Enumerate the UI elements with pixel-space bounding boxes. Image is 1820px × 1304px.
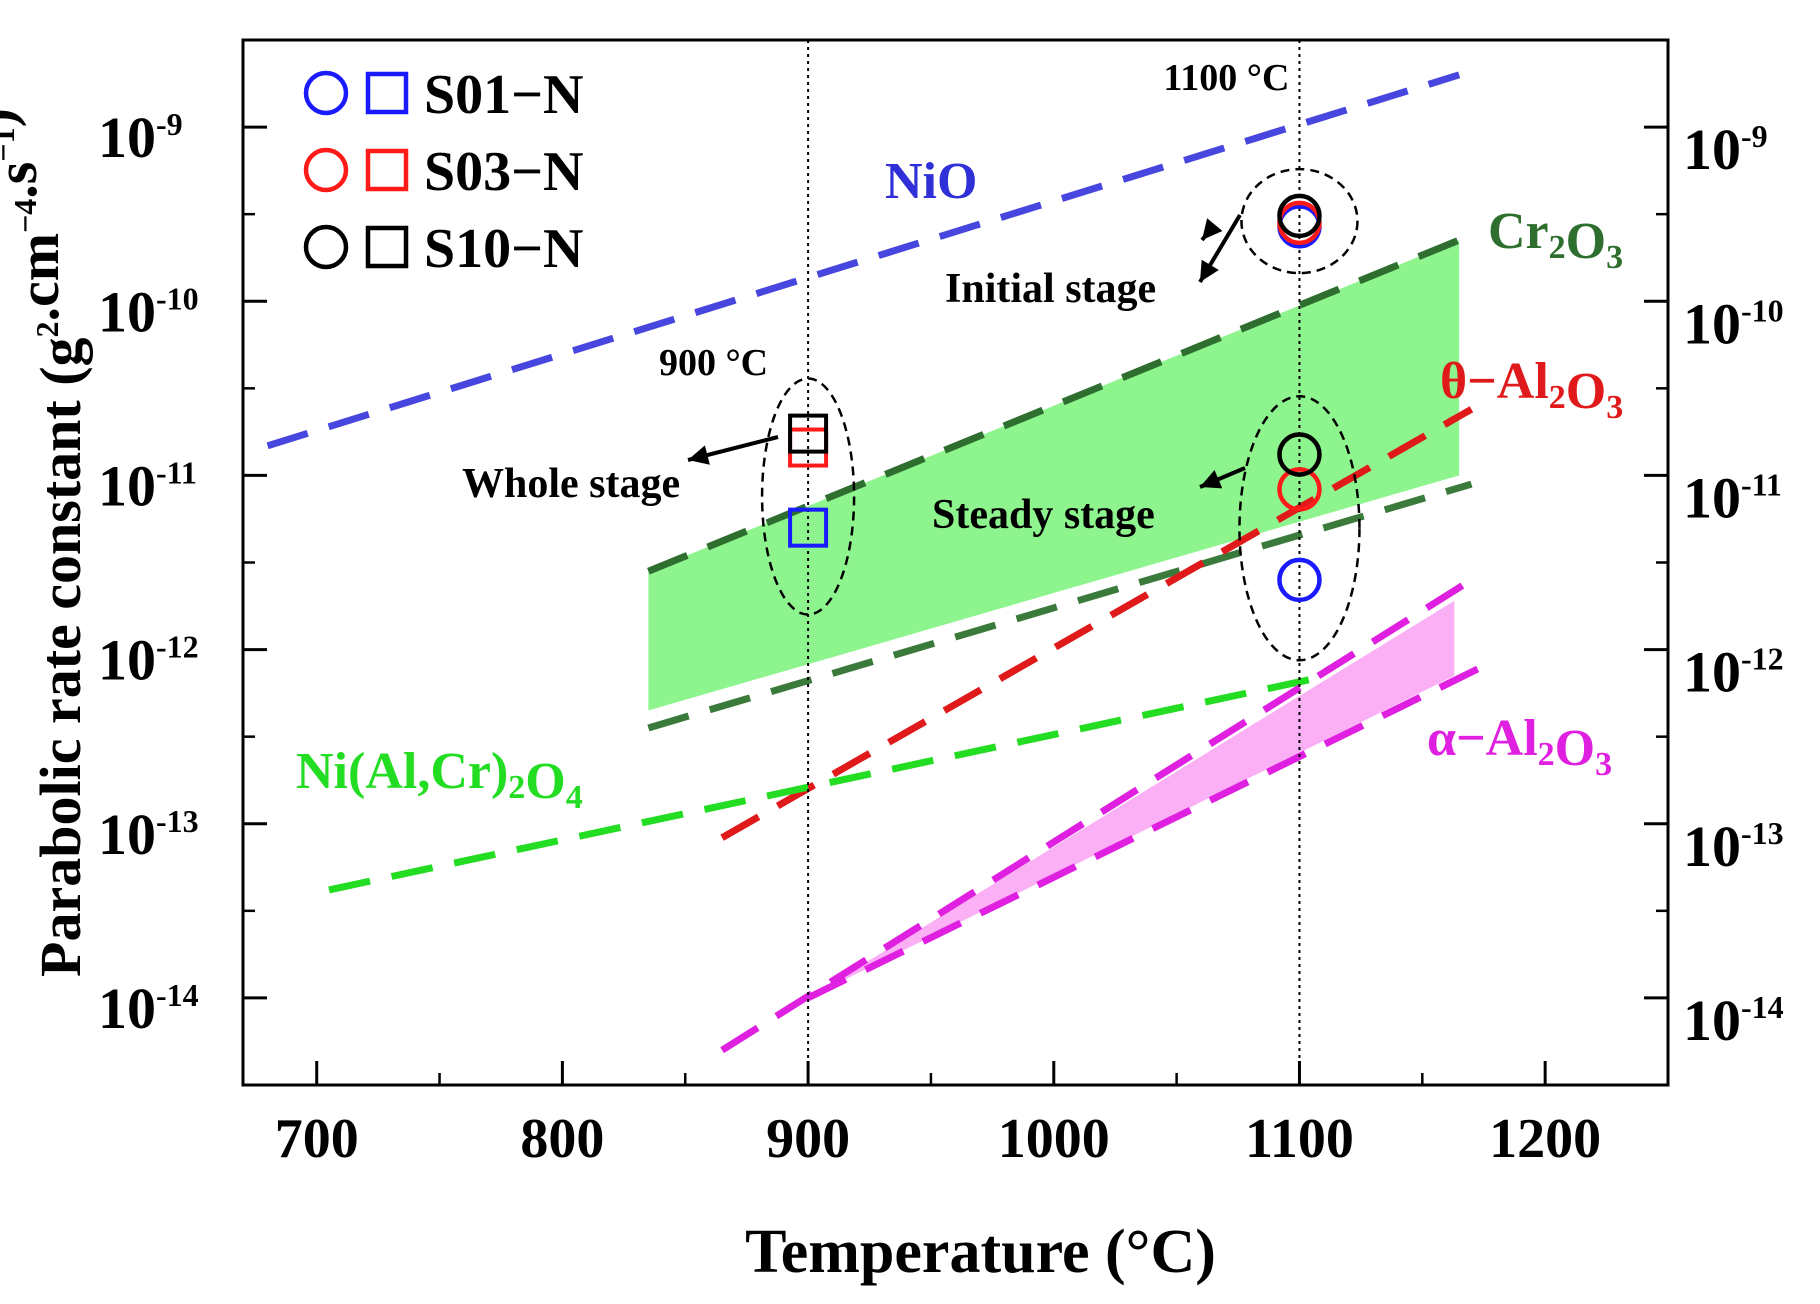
curve-label-cr2o3: Cr2O3	[1488, 203, 1623, 276]
label-steady-stage: Steady stage	[932, 492, 1155, 538]
points-layer	[788, 193, 1322, 603]
label-whole-stage: Whole stage	[462, 461, 680, 507]
legend-entry-s10-n: S10−N	[303, 218, 584, 280]
legend-entry-s01-n: S01−N	[303, 64, 584, 126]
point-s01-n-steady	[1277, 557, 1322, 603]
ellipse-initial-stage	[1240, 167, 1359, 275]
legend: S01−N S03−N S10−N	[303, 64, 584, 280]
y-tick-label-right--11: 10-11	[1683, 465, 1782, 530]
legend-circle-marker	[303, 224, 349, 270]
arrow-steady-stage	[1199, 466, 1246, 489]
legend-square-marker	[365, 148, 409, 192]
curve-label-al2o3: α−Al2O3	[1427, 710, 1612, 783]
curve-label-al2o3: θ−Al2O3	[1440, 353, 1623, 426]
x-tick-label-800: 800	[520, 1108, 604, 1170]
legend-label: S03−N	[424, 141, 584, 203]
arrow-whole-stage-head	[688, 445, 710, 465]
x-tick-label-1000: 1000	[998, 1108, 1110, 1170]
series-layer	[266, 71, 1498, 1054]
legend-square-marker	[365, 225, 409, 269]
band-cr2o3-range	[648, 240, 1460, 711]
arrow-initial-stage-tip	[1200, 218, 1223, 242]
legend-square-marker	[365, 71, 409, 115]
legend-circle-marker	[303, 147, 349, 193]
y-tick-label-left--9: 10-9	[98, 105, 183, 170]
point-s03-n-steady	[1277, 467, 1322, 512]
y-tick-label-left--11: 10-11	[98, 453, 197, 518]
y-tick-label-left--13: 10-13	[98, 802, 199, 867]
curve-label-ni-al-cr-2o4: Ni(Al,Cr)2O4	[296, 743, 583, 816]
y-tick-label-left--10: 10-10	[98, 279, 199, 344]
legend-label: S10−N	[424, 218, 584, 280]
reference-lines-layer	[807, 40, 1301, 1085]
arrow-whole-stage	[687, 435, 779, 465]
series-nio	[266, 71, 1461, 450]
y-tick-label-left--12: 10-12	[98, 628, 199, 693]
point-s01-n-initial	[1277, 204, 1322, 249]
x-tick-label-700: 700	[275, 1108, 359, 1170]
y-tick-label-left--14: 10-14	[98, 976, 199, 1041]
curve-label-nio: NiO	[885, 153, 977, 210]
stage-groups-layer	[760, 167, 1361, 662]
x-axis-title: Temperature (°C)	[745, 1218, 1216, 1286]
x-tick-label-1100: 1100	[1245, 1108, 1354, 1170]
legend-entry-s03-n: S03−N	[303, 141, 584, 203]
point-s10-n-steady	[1277, 432, 1322, 477]
point-s10-n-initial	[1277, 193, 1322, 239]
bands-layer	[648, 240, 1460, 998]
series-cr2o3-lower	[647, 480, 1473, 732]
reference-label-900: 900 °C	[659, 342, 768, 384]
labels-layer: 900 °C 1100 °C Whole stage Initial stage Ste…	[296, 57, 1623, 816]
series-ni-al-cr-2o4	[328, 675, 1313, 894]
axes-layer: 700 800 900 1000 1100 1200 10-14 10-14 10-13 10-1…	[0, 38, 1784, 1286]
point-s10-n-whole	[788, 413, 829, 454]
legend-label: S01−N	[424, 64, 584, 126]
point-s01-n-whole	[788, 507, 829, 548]
reference-label-1100: 1100 °C	[1163, 57, 1289, 99]
y-tick-label-right--13: 10-13	[1683, 814, 1784, 879]
y-axis-title: Parabolic rate constant (g2.cm−4.s−1)	[0, 108, 93, 977]
ellipse-steady-stage	[1238, 395, 1361, 662]
arrow-initial-stage	[1198, 213, 1242, 284]
x-tick-label-900: 900	[766, 1108, 850, 1170]
series-al2o3	[720, 406, 1474, 841]
band-al2o3-range	[808, 600, 1455, 998]
label-initial-stage: Initial stage	[945, 266, 1156, 312]
arrow-steady-stage-head	[1200, 470, 1223, 489]
x-tick-label-1200: 1200	[1489, 1108, 1601, 1170]
series-cr2o3-upper	[647, 231, 1473, 575]
y-tick-label-right--10: 10-10	[1683, 291, 1784, 356]
y-tick-label-right--14: 10-14	[1683, 988, 1784, 1053]
arrow-initial-stage-tip-head	[1202, 218, 1223, 240]
series-al2o3-upper	[720, 576, 1474, 1054]
legend-circle-marker	[303, 70, 349, 116]
arrow-initial-stage-head	[1200, 259, 1219, 282]
y-tick-label-right--9: 10-9	[1683, 117, 1768, 182]
ellipse-whole-stage	[760, 377, 856, 616]
y-tick-label-right--12: 10-12	[1683, 640, 1784, 705]
